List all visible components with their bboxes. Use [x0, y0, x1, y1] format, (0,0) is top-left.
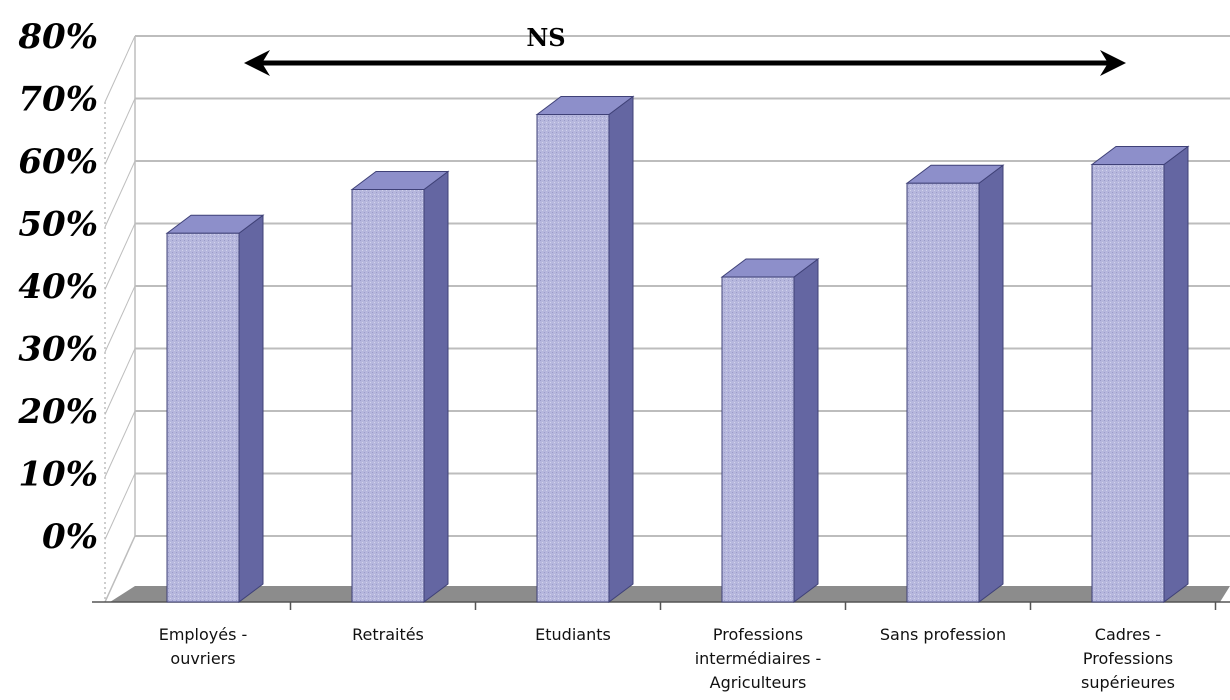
y-tick-label: 30%: [18, 330, 98, 370]
bar-front: [166, 232, 240, 603]
side-gridline: [104, 35, 136, 103]
side-gridline: [104, 98, 136, 165]
bar: [1090, 145, 1190, 603]
x-tick-label: Etudiants: [535, 625, 611, 644]
bar-side: [978, 164, 1004, 603]
bar-front: [536, 114, 610, 603]
bar-side: [238, 214, 264, 603]
floor-plane: [110, 586, 1230, 602]
gridlines: [104, 35, 1230, 603]
bar-front: [1091, 164, 1165, 603]
x-tick-label: Professions intermédiaires -Agriculteurs: [695, 625, 822, 692]
y-tick-label: 0%: [42, 517, 98, 557]
side-gridline: [104, 348, 136, 415]
side-gridline: [104, 160, 136, 228]
x-tick-label: Retraités: [352, 625, 424, 644]
ns-arrow-left-head: [244, 50, 270, 76]
bar-side: [1163, 145, 1189, 603]
bar-front: [906, 182, 980, 603]
side-gridline: [104, 285, 136, 353]
side-gridline: [104, 473, 136, 540]
x-axis-ticks: Employés -ouvriers Retraités Etudiants Prof…: [159, 602, 1217, 692]
bar: [350, 170, 450, 603]
y-tick-label: 40%: [18, 267, 98, 307]
bar: [165, 214, 265, 603]
ns-annotation: NS: [244, 23, 1126, 76]
x-tick-label: Employés -ouvriers: [159, 625, 248, 668]
y-tick-label: 50%: [18, 205, 98, 245]
bar-side: [423, 170, 449, 603]
y-tick-label: 10%: [18, 455, 98, 495]
bar-front: [351, 189, 425, 603]
bar-side: [793, 258, 819, 603]
y-axis-ticks: 0% 10% 20% 30% 40% 50% 60% 70% 80%: [17, 17, 98, 557]
bar-front: [721, 276, 795, 603]
y-tick-label: 80%: [17, 17, 98, 57]
y-tick-label: 20%: [17, 392, 98, 432]
bar: [535, 95, 635, 603]
x-tick-label: Sans profession: [880, 625, 1006, 644]
side-gridline: [104, 535, 136, 603]
bar: [720, 258, 820, 603]
y-tick-label: 60%: [18, 142, 98, 182]
bar-side: [608, 95, 634, 603]
ns-label: NS: [526, 23, 565, 52]
side-gridline: [104, 410, 136, 478]
bar: [905, 164, 1005, 603]
bars: [165, 95, 1190, 603]
chart-floor: [92, 586, 1230, 603]
x-tick-label: Cadres -Professions supérieures: [1081, 625, 1175, 692]
y-tick-label: 70%: [18, 80, 98, 120]
side-gridline: [104, 223, 136, 290]
ns-arrow-right-head: [1100, 50, 1126, 76]
